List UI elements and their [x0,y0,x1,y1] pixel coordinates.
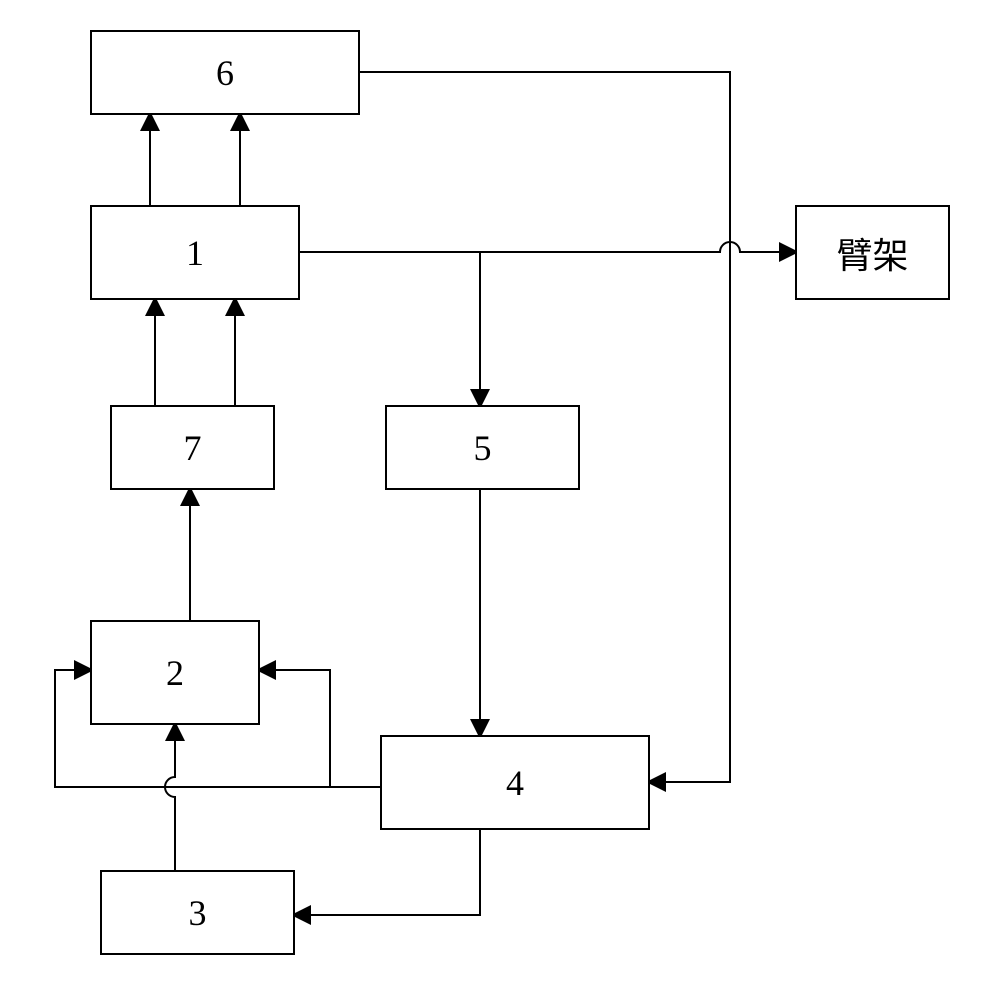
node-n1: 1 [90,205,300,300]
node-label: 1 [186,232,204,274]
node-n5: 5 [385,405,580,490]
node-label: 2 [166,652,184,694]
node-label: 3 [189,892,207,934]
edge [295,830,480,915]
node-n7: 7 [110,405,275,490]
edge [260,670,380,787]
node-arm: 臂架 [795,205,950,300]
node-n3: 3 [100,870,295,955]
node-label: 7 [184,427,202,469]
node-n2: 2 [90,620,260,725]
node-n6: 6 [90,30,360,115]
node-label: 6 [216,52,234,94]
edge [300,242,795,252]
node-label: 臂架 [836,227,908,279]
node-label: 5 [474,427,492,469]
node-n4: 4 [380,735,650,830]
node-label: 4 [506,762,524,804]
edge [165,725,175,870]
